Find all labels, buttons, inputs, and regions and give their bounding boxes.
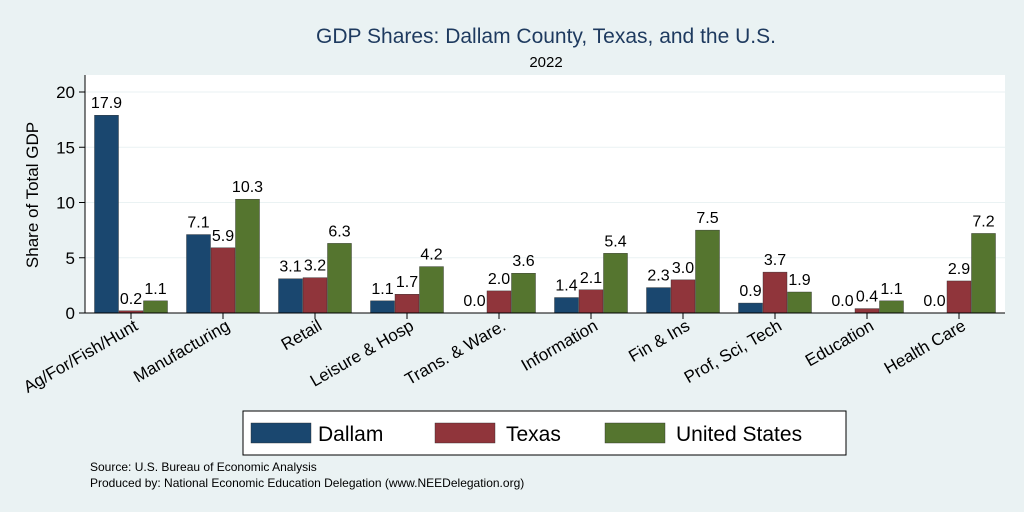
data-label: 7.5: [696, 210, 718, 227]
data-label: 6.3: [328, 223, 350, 240]
data-label: 17.9: [91, 95, 122, 112]
bar: [879, 300, 904, 314]
bar: [971, 233, 996, 314]
legend-label: United States: [676, 423, 802, 446]
data-label: 3.0: [672, 260, 694, 277]
legend-label: Texas: [506, 423, 561, 446]
y-tick-label: 15: [56, 138, 75, 157]
bar: [302, 277, 328, 314]
legend-box: [242, 410, 847, 456]
bar: [695, 229, 720, 314]
data-label: 3.2: [304, 258, 326, 275]
bar: [854, 308, 880, 314]
legend-swatch: [250, 422, 312, 444]
bar: [419, 266, 444, 314]
data-labels: 17.90.21.17.15.910.33.1 3.26.31.1 1.74.20.…: [91, 95, 995, 310]
x-tick-label: Health Care: [881, 316, 969, 378]
data-label: 7.2: [972, 213, 994, 230]
legend: Dallam Texas United States: [242, 410, 847, 456]
data-label: 2.3: [647, 268, 669, 285]
bar: [946, 280, 972, 314]
x-tick-label: Leisure & Hosp: [307, 316, 417, 391]
data-label: 3.6: [512, 253, 534, 270]
data-label: 2.0: [488, 271, 510, 288]
bar: [603, 253, 628, 314]
bar: [186, 234, 211, 314]
y-axis-ticks: 0 5 10 15 20: [56, 83, 85, 323]
data-label: 7.1: [187, 215, 209, 232]
data-label: 5.9: [212, 228, 234, 245]
bar: [738, 302, 763, 314]
bar: [94, 115, 119, 314]
bar: [210, 247, 236, 314]
bar: [486, 290, 512, 314]
data-label: 1.4: [555, 278, 577, 295]
data-label: 0.0: [831, 293, 853, 310]
y-tick-label: 10: [56, 194, 75, 213]
legend-label: Dallam: [318, 423, 383, 446]
data-label: 0.4: [856, 289, 878, 306]
bar: [787, 291, 812, 314]
data-label: 0.0: [463, 293, 485, 310]
legend-swatch: [604, 422, 666, 444]
bar: [578, 289, 604, 314]
x-tick-label: Manufacturing: [130, 316, 233, 386]
data-label: 0.0: [923, 293, 945, 310]
chart-subtitle: 2022: [529, 54, 562, 71]
y-axis-label: Share of Total GDP: [23, 122, 42, 268]
data-label: 10.3: [232, 179, 263, 196]
data-label: 2.9: [948, 261, 970, 278]
data-label: 0.9: [739, 283, 761, 300]
data-label: 1.7: [396, 274, 418, 291]
bars: [94, 115, 996, 314]
y-tick-label: 20: [56, 83, 75, 102]
x-tick-label: Trans. & Ware.: [402, 316, 509, 389]
bar: [370, 300, 395, 314]
y-tick-label: 0: [66, 304, 75, 323]
data-label: 5.4: [604, 233, 626, 250]
chart-title: GDP Shares: Dallam County, Texas, and th…: [316, 25, 776, 48]
bar: [670, 279, 696, 314]
data-label: 2.1: [580, 270, 602, 287]
data-label: 3.1: [279, 259, 301, 276]
data-label: 1.9: [788, 272, 810, 289]
bar: [278, 278, 303, 314]
data-label: 1.1: [371, 281, 393, 298]
produced-by-note: Produced by: National Economic Education…: [90, 476, 525, 490]
data-label: 3.7: [764, 252, 786, 269]
bar: [235, 198, 260, 314]
x-tick-label: Fin & Ins: [625, 316, 693, 366]
chart-svg: GDP Shares: Dallam County, Texas, and th…: [20, 25, 1005, 456]
x-tick-label: Retail: [278, 316, 325, 354]
data-label: 4.2: [420, 247, 442, 264]
source-note: Source: U.S. Bureau of Economic Analysis: [90, 460, 317, 474]
bar: [511, 273, 536, 314]
data-label: 1.1: [144, 281, 166, 298]
x-tick-label: Education: [802, 316, 877, 370]
bar: [554, 297, 579, 314]
x-tick-label: Ag/For/Fish/Hunt: [20, 316, 141, 397]
x-tick-label: Information: [518, 316, 601, 375]
y-tick-label: 5: [66, 249, 75, 268]
x-tick-label: Prof, Sci, Tech: [681, 316, 785, 387]
legend-swatch: [434, 422, 496, 444]
bar: [646, 287, 671, 314]
bar: [394, 294, 420, 314]
data-label: 1.1: [880, 281, 902, 298]
bar: [762, 271, 788, 314]
bar: [143, 300, 168, 314]
data-label: 0.2: [120, 291, 142, 308]
bar: [327, 243, 352, 314]
